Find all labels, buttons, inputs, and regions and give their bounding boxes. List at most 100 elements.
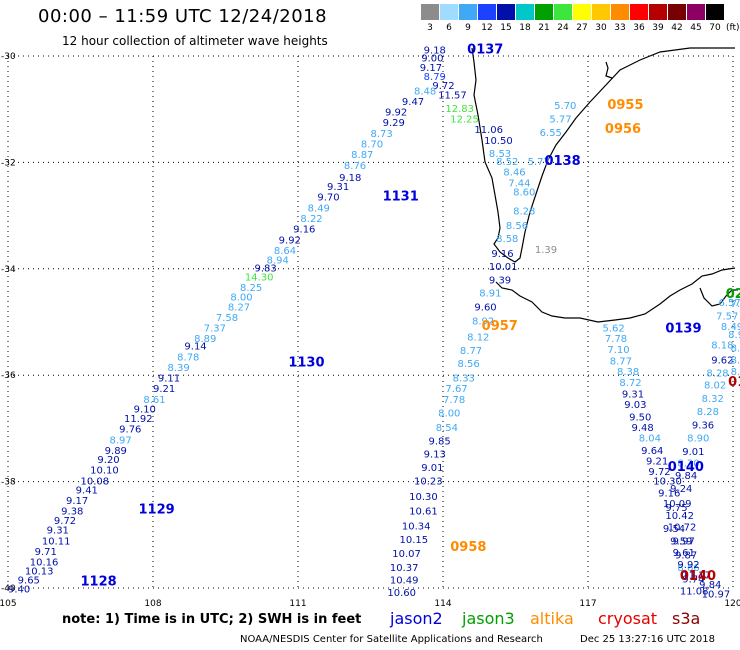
swh-value: 10.37 xyxy=(390,563,419,574)
legend-swatch xyxy=(421,4,439,20)
swh-value: 9.50 xyxy=(629,412,651,423)
swh-value: 10.42 xyxy=(665,511,694,522)
swh-value: 8.27 xyxy=(228,302,250,313)
swh-value: 8.60 xyxy=(513,187,535,198)
legend-label: 18 xyxy=(519,23,531,33)
swh-value: 8.78 xyxy=(177,352,199,363)
swh-value: 8.91 xyxy=(479,288,501,299)
swh-value: 9.18 xyxy=(424,45,446,56)
swh-value: 14.30 xyxy=(245,273,274,284)
swh-value: 9.16 xyxy=(293,225,315,236)
swh-value: 9.16 xyxy=(491,249,513,260)
swh-value: 8.20 xyxy=(677,459,699,470)
grid: 105 108 111 114 117 120 -30 -32 -34 -36 -38 -40 xyxy=(0,52,740,609)
swh-value: 11.57 xyxy=(438,91,467,102)
legend-swatch xyxy=(478,4,496,20)
swh-value: 9.62 xyxy=(711,355,733,366)
credit-text: NOAA/NESDIS Center for Satellite Applica… xyxy=(240,634,543,645)
track-time-label: 0137 xyxy=(467,42,503,57)
swh-value: 10.30 xyxy=(653,476,682,487)
lat-tick-label: -40 xyxy=(1,584,16,594)
track-time-label: 0957 xyxy=(482,319,518,334)
track-time-label: 0138 xyxy=(545,154,581,169)
swh-value: 10.08 xyxy=(81,476,110,487)
swh-value: 8.89 xyxy=(194,334,216,345)
lat-tick-label: -30 xyxy=(1,52,16,62)
satellite-name-jason2: jason2 xyxy=(390,609,443,628)
swh-value: 9.21 xyxy=(153,384,175,395)
lon-tick-label: 120 xyxy=(724,599,740,609)
swh-value: 8.32 xyxy=(702,394,724,405)
chart-title: 00:00 – 11:59 UTC 12/24/2018 xyxy=(38,6,328,27)
swh-value: 9.10 xyxy=(134,404,156,415)
swh-value: 7.37 xyxy=(204,324,226,335)
swh-value: 10.30 xyxy=(409,492,438,503)
swh-value: 7.78 xyxy=(605,334,627,345)
swh-value: 10.61 xyxy=(409,507,438,518)
data-marks: 9.189.009.178.799.728.48 11.579.4712.839.… xyxy=(8,42,740,600)
swh-value: 9.61 xyxy=(673,548,695,559)
swh-value: 8.28 xyxy=(697,407,719,418)
satellite-name-cryosat: cryosat xyxy=(598,609,658,628)
swh-value: 8.90 xyxy=(687,434,709,445)
satellite-name-s3a: s3a xyxy=(672,609,701,628)
swh-value: 9.01 xyxy=(421,463,443,474)
swh-value: 9.54 xyxy=(663,524,685,535)
satellite-name-altika: altika xyxy=(530,609,574,628)
swh-value: 9.11 xyxy=(158,374,180,385)
swh-value: 8.49 xyxy=(721,322,740,333)
swh-value: 7.57 xyxy=(716,311,738,322)
legend-label: 42 xyxy=(671,23,683,33)
swh-value: 9.17 xyxy=(66,496,88,507)
coastline-south xyxy=(495,267,736,323)
swh-value: 8.12 xyxy=(467,333,489,344)
legend-swatch xyxy=(687,4,705,20)
lon-tick-label: 111 xyxy=(289,599,306,609)
timestamp-text: Dec 25 13:27:16 UTC 2018 xyxy=(580,634,715,645)
swh-value: 9.36 xyxy=(692,420,714,431)
swh-value: 10.09 xyxy=(663,499,692,510)
swh-value: 11.17 xyxy=(682,570,711,581)
swh-value: 9.20 xyxy=(97,455,119,466)
swh-value: 8.53 xyxy=(489,149,511,160)
swh-value: 11.06 xyxy=(474,125,503,136)
swh-value: 9.72 xyxy=(432,81,454,92)
swh-value: 8.64 xyxy=(274,246,296,257)
swh-value: 9.97 xyxy=(673,536,695,547)
swh-value: 8.28 xyxy=(513,207,535,218)
swh-value: 9.48 xyxy=(632,423,654,434)
swh-value: 8.66 xyxy=(677,563,699,574)
lon-tick-label: 114 xyxy=(434,599,451,609)
swh-value: 10.72 xyxy=(668,523,697,534)
legend-label: 21 xyxy=(538,23,550,33)
swh-value: 9.89 xyxy=(105,446,127,457)
swh-value: 8.28 xyxy=(706,368,728,379)
track-time-label: 0139 xyxy=(665,322,701,337)
swh-value: 8.48 xyxy=(414,86,436,97)
legend-swatch xyxy=(440,4,458,20)
swh-value: 10.97 xyxy=(702,590,731,601)
swh-value: 9.72 xyxy=(54,516,76,527)
legend-label: 6 xyxy=(446,23,452,33)
swh-value: 10.11 xyxy=(42,536,71,547)
swh-value: 10.13 xyxy=(25,567,54,578)
swh-value: 8.49 xyxy=(308,203,330,214)
swh-value: 9.17 xyxy=(420,63,442,74)
swh-value: 6.57 xyxy=(719,298,740,309)
legend-swatch xyxy=(649,4,667,20)
swh-value: 7.10 xyxy=(607,345,629,356)
legend-label: 12 xyxy=(481,23,493,33)
swh-value: 5.77 xyxy=(528,157,550,168)
swh-value: 8.00 xyxy=(438,409,460,420)
swh-value: 9.16 xyxy=(658,488,680,499)
swh-value: 8.25 xyxy=(240,283,262,294)
chart-subtitle: 12 hour collection of altimeter wave hei… xyxy=(62,34,328,48)
swh-value: 8.79 xyxy=(424,72,446,83)
swh-value: 7.67 xyxy=(445,384,467,395)
coastline-west xyxy=(471,47,735,263)
swh-value: 7.58 xyxy=(216,313,238,324)
island-rottnest xyxy=(605,61,613,79)
coastline-bay xyxy=(699,287,738,307)
swh-value: 8.39 xyxy=(168,363,190,374)
swh-value: 9.74 xyxy=(682,575,704,586)
